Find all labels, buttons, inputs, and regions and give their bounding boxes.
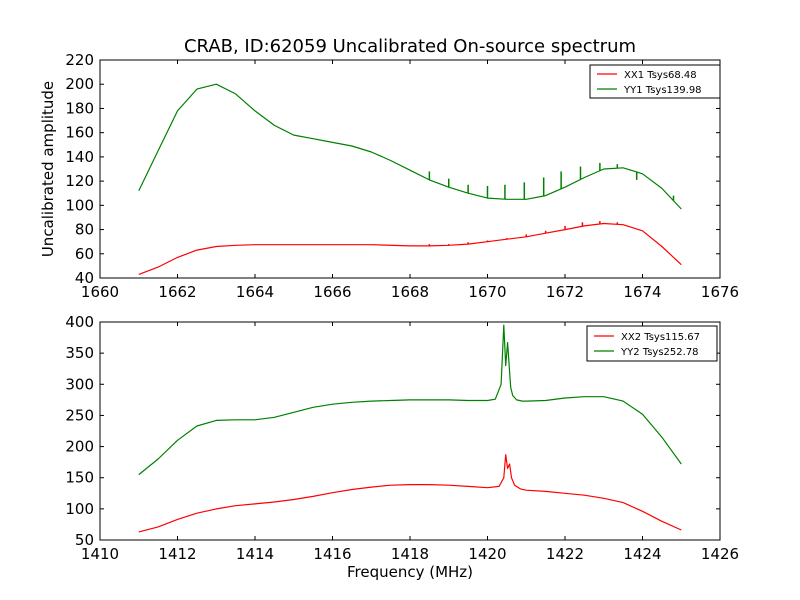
bottom-y-tick-label: 300 [65,375,94,393]
chart-title: CRAB, ID:62059 Uncalibrated On-source sp… [184,36,636,57]
top-x-tick-label: 1660 [81,283,119,301]
top-x-tick-label: 1670 [468,283,506,301]
top-x-tick-label: 1662 [158,283,196,301]
top-y-tick-label: 140 [65,148,94,166]
bottom-panel: 1410 1412 1414 1416 1418 1420 1422 1424 1426 50 10… [65,313,739,563]
top-x-tick-label: 1666 [313,283,351,301]
top-y-tick-label: 220 [65,51,94,69]
legend-label-xx1: XX1 Tsys68.48 [624,70,697,81]
bottom-y-tick-label: 100 [65,500,94,518]
top-y-tick-label: 120 [65,172,94,190]
bottom-x-tick-label: 1410 [81,545,119,563]
bottom-x-tick-label: 1412 [158,545,196,563]
bottom-x-tick-label: 1414 [236,545,274,563]
bottom-series-1-line [138,324,682,476]
legend-label-yy1: YY1 Tsys139.98 [623,85,702,96]
bottom-x-tick-label: 1426 [701,545,739,563]
bottom-y-tick-label: 150 [65,469,94,487]
bottom-y-tick-label: 250 [65,406,94,424]
top-x-tick-label: 1676 [701,283,739,301]
top-y-tick-label: 60 [75,245,94,263]
bottom-x-tick-label: 1422 [546,545,584,563]
bottom-series-0-line [138,454,682,533]
bottom-y-tick-label: 200 [65,438,94,456]
top-y-tick-label: 180 [65,99,94,117]
legend-bottom: XX2 Tsys115.67 YY2 Tsys252.78 [586,325,718,362]
top-series-1-line [138,83,682,210]
top-y-tick-label: 100 [65,196,94,214]
legend-label-xx2: XX2 Tsys115.67 [621,332,700,343]
bottom-x-tick-label: 1424 [623,545,661,563]
top-x-tick-label: 1664 [236,283,274,301]
top-x-tick-label: 1668 [391,283,429,301]
legend-top-frame [589,64,721,99]
top-y-tick-label: 40 [75,269,94,287]
legend-bottom-frame [586,325,718,362]
x-axis-label: Frequency (MHz) [347,563,473,581]
top-x-tick-label: 1672 [546,283,584,301]
top-y-tick-label: 80 [75,221,94,239]
bottom-x-tick-label: 1416 [313,545,351,563]
bottom-x-tick-label: 1420 [468,545,506,563]
y-axis-label: Uncalibrated amplitude [39,81,57,257]
top-panel: 1660 1662 1664 1666 1668 1670 1672 1674 1676 40 60… [65,51,739,301]
bottom-y-tick-label: 350 [65,344,94,362]
bottom-y-tick-label: 400 [65,313,94,331]
top-x-tick-label: 1674 [623,283,661,301]
legend-top: XX1 Tsys68.48 YY1 Tsys139.98 [589,64,721,99]
top-y-tick-label: 200 [65,75,94,93]
legend-label-yy2: YY2 Tsys252.78 [620,347,699,358]
bottom-y-tick-label: 50 [75,531,94,549]
top-y-tick-label: 160 [65,124,94,142]
bottom-x-tick-label: 1418 [391,545,429,563]
